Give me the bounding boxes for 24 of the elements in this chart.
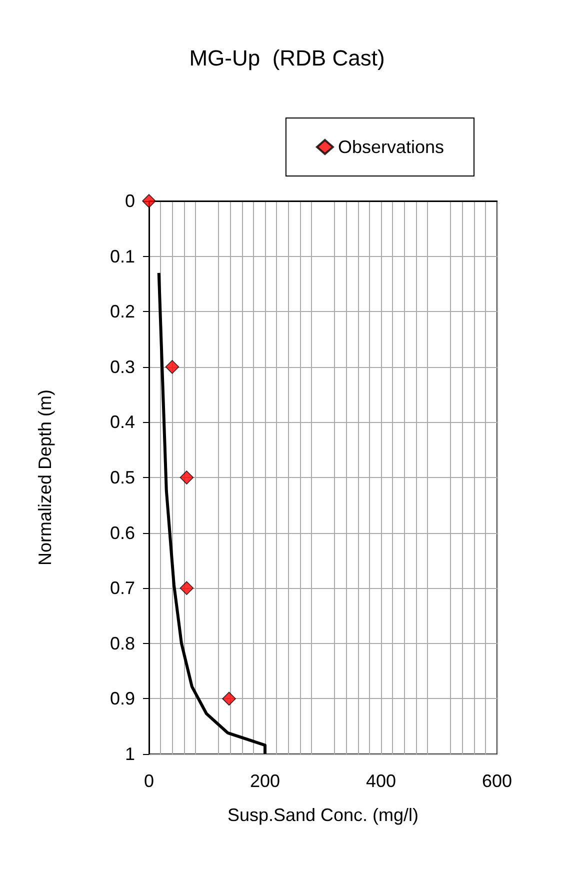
y-tick-label: 0.9: [110, 688, 135, 709]
x-axis-title: Susp.Sand Conc. (mg/l): [227, 805, 419, 825]
y-tick-label: 0.1: [110, 246, 135, 266]
point: [180, 581, 194, 595]
y-tick-label: 0.3: [110, 356, 135, 377]
legend-label: Observations: [338, 137, 444, 157]
y-tick-label: 0: [124, 191, 135, 211]
chart-title: MG-Up (RDB Cast): [189, 46, 385, 70]
y-axis-title: Normalized Depth (m): [35, 389, 55, 566]
point: [222, 692, 236, 706]
y-tick-label: 0.2: [110, 302, 135, 322]
y-tick-label: 0.4: [110, 412, 135, 432]
point: [180, 470, 194, 484]
y-tick-label: 0.5: [110, 468, 135, 488]
x-tick-label: 400: [366, 771, 396, 791]
y-tick-label: 1: [124, 744, 135, 764]
x-tick-label: 0: [144, 771, 154, 791]
point: [165, 360, 180, 374]
x-tick-label: 600: [482, 771, 512, 791]
point: [142, 194, 156, 208]
y-tick-label: 0.7: [110, 578, 135, 598]
y-tick-label: 0.6: [110, 522, 135, 543]
y-tick-label: 0.8: [110, 633, 135, 654]
x-tick-label: 200: [250, 771, 280, 791]
